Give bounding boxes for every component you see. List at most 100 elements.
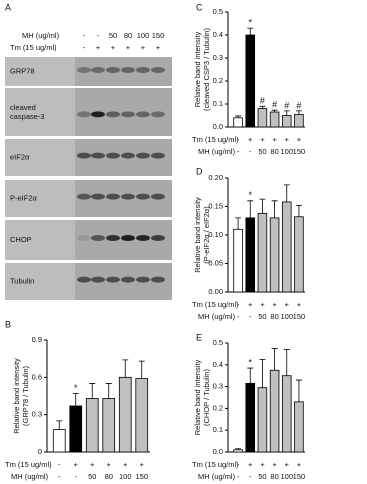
x-row-value: 50 [258, 147, 266, 156]
y-tick-label: 0.4 [213, 360, 223, 369]
blot-label-area [5, 139, 75, 176]
band [121, 111, 135, 118]
condition-value: + [141, 43, 146, 52]
y-axis-label-line: Relative band intensity [193, 32, 202, 108]
x-row-label: Tm (15 ug/ml) [192, 135, 239, 144]
y-tick-label: 0.6 [32, 372, 42, 381]
significance-mark: # [296, 100, 301, 110]
band [91, 235, 105, 241]
x-row-value: 100 [280, 147, 293, 156]
y-tick-label: 0.1 [213, 425, 223, 434]
error-bar [259, 105, 266, 109]
band [151, 111, 165, 118]
x-row-value: + [107, 460, 112, 469]
band-label: cleaved caspase-3 [10, 103, 45, 121]
error-bar [283, 110, 290, 116]
bar [245, 382, 256, 453]
band [106, 152, 120, 159]
x-row-value: - [58, 460, 61, 469]
blot-label-area [5, 263, 75, 300]
y-axis-label-line: (CHOP / Tubulin) [202, 369, 211, 426]
x-row-value: - [237, 147, 240, 156]
band-label: GRP78 [10, 66, 35, 75]
y-tick-label: 0 [38, 447, 42, 456]
bar [135, 378, 149, 453]
panel-letter: D [196, 166, 203, 176]
band [77, 235, 91, 241]
x-row-label: MH (ug/ml) [198, 472, 236, 481]
error-bar [56, 420, 63, 430]
y-axis-label: Relative band intensity(GRP78 / Tubulin) [12, 358, 30, 434]
x-row-value: + [272, 460, 277, 469]
bar [245, 217, 256, 293]
y-axis-label-line: Relative band intensity [12, 358, 21, 434]
bar [102, 398, 116, 453]
x-row-value: + [297, 300, 302, 309]
panel-letter: E [196, 332, 202, 342]
x-row-value: - [237, 460, 240, 469]
y-tick-label: 0.4 [213, 30, 223, 39]
bar [294, 216, 304, 293]
x-row-value: + [90, 460, 95, 469]
error-bar [235, 115, 242, 118]
x-row-value: 50 [258, 312, 266, 321]
bar [281, 115, 292, 128]
bar [269, 217, 280, 293]
band [151, 235, 165, 241]
x-row-value: 100 [119, 472, 132, 481]
bar [69, 405, 83, 453]
x-row-value: + [272, 300, 277, 309]
blot-image [75, 88, 172, 136]
x-row-label: Tm (15 ug/ml) [192, 460, 239, 469]
x-row-value: + [140, 460, 145, 469]
bar [233, 117, 243, 128]
bar [281, 201, 292, 293]
x-row-value: 100 [280, 472, 293, 481]
error-bar [247, 200, 254, 218]
y-tick-label: 0.9 [32, 335, 42, 344]
x-row-label: MH (ug/ml) [198, 312, 236, 321]
x-row-label: Tm (15 ug/ml) [192, 300, 239, 309]
y-tick-label: 0.20 [208, 173, 223, 182]
y-tick-label: 0.15 [208, 201, 223, 210]
bar [257, 212, 268, 293]
x-row-value: + [74, 460, 79, 469]
y-tick-label: 0.3 [213, 382, 223, 391]
error-bar [72, 393, 79, 406]
y-axis-label: Relative band intensity(CHOP / Tubulin) [193, 360, 211, 436]
x-row-value: + [260, 460, 265, 469]
significance-mark: * [248, 17, 252, 27]
error-bar [283, 349, 290, 376]
error-bar [89, 383, 96, 399]
band [121, 152, 135, 159]
y-axis-label: Relative band intensity(P-eIF2α / eIF2α) [193, 197, 211, 273]
x-row-value: + [260, 135, 265, 144]
bar [257, 387, 268, 453]
condition-value: 50 [109, 31, 117, 40]
y-tick-label: 0.0 [213, 122, 223, 131]
condition-value: + [111, 43, 116, 52]
y-tick-label: 0.2 [213, 76, 223, 85]
x-row-value: - [249, 312, 252, 321]
blot-label-area [5, 88, 75, 136]
significance-mark: * [248, 190, 252, 200]
band [121, 193, 135, 200]
y-axis-label-line: Relative band intensity [193, 360, 202, 436]
band [151, 67, 165, 74]
x-row-value: 150 [135, 472, 148, 481]
bar [233, 228, 243, 293]
significance-mark: # [260, 96, 265, 106]
band-label: P-eIF2α [10, 193, 38, 202]
x-row-value: + [123, 460, 128, 469]
y-tick-label: 0.05 [208, 258, 223, 267]
error-bar [295, 204, 302, 217]
x-row-value: - [58, 472, 61, 481]
band [151, 276, 165, 283]
y-axis-label-line: (P-eIF2α / eIF2α) [202, 206, 211, 264]
x-row-value: 50 [88, 472, 96, 481]
band [91, 193, 105, 200]
y-tick-label: 0.2 [213, 403, 223, 412]
bar [85, 398, 99, 453]
panel-letter: C [196, 2, 203, 12]
